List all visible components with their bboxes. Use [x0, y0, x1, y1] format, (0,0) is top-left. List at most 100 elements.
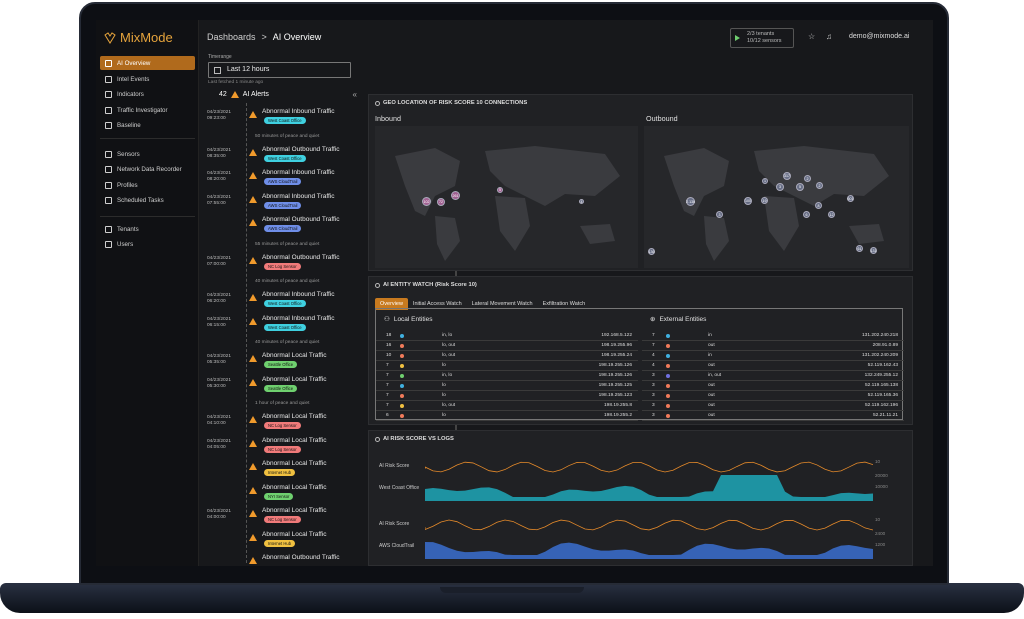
outbound-bubble[interactable]: 19	[761, 197, 768, 204]
outbound-bubble[interactable]: 2	[804, 175, 811, 182]
sidebar-item-indicators[interactable]: Indicators	[100, 87, 195, 101]
alert-item[interactable]: 04/23/2021 08:20:00 Abnormal Inbound Traff…	[199, 169, 357, 191]
risk-vs-logs-plot[interactable]	[425, 449, 873, 501]
inbound-bubble[interactable]: 5	[497, 187, 503, 193]
alert-item[interactable]: Abnormal Outbound Traffic	[199, 554, 357, 566]
user-email[interactable]: demo@mixmode.ai	[849, 33, 910, 40]
outbound-bubble[interactable]: 601	[847, 195, 854, 202]
outbound-bubble[interactable]: 131	[870, 247, 877, 254]
outbound-map[interactable]: 1 3 317 5 2 2 2.13k 601 136 61 131 100 19 3 6 8 12	[644, 126, 909, 268]
alert-item[interactable]: 04/23/2021 04:05:00 Abnormal Local Traffic…	[199, 437, 357, 459]
entity-row[interactable]: 7 in 131.202.240.218	[642, 331, 904, 341]
logo[interactable]: MixMode	[104, 30, 173, 45]
sidebar-item-ai-overview[interactable]: AI Overview	[100, 56, 195, 70]
outbound-bubble[interactable]: 100	[744, 197, 752, 205]
outbound-bubble[interactable]: 1	[762, 178, 768, 184]
alert-item[interactable]: 04/23/2021 05:30:00 Abnormal Local Traffic…	[199, 376, 357, 398]
entity-row[interactable]: 3 out 52.119.162.196	[642, 401, 904, 411]
entity-row[interactable]: 3 in, out 132.249.255.12	[642, 371, 904, 381]
outbound-bubble[interactable]: 6	[803, 211, 810, 218]
entity-row[interactable]: 4 in 131.202.240.209	[642, 351, 904, 361]
entity-row[interactable]: 7 lo 198.19.255.125	[376, 381, 638, 391]
tab-exfiltration-watch[interactable]: Exfiltration Watch	[542, 301, 586, 307]
sensor-tag[interactable]: West Coast Office	[264, 154, 306, 162]
entity-row[interactable]: 7 lo, out 198.19.255.8	[376, 401, 638, 411]
outbound-bubble[interactable]: 2.13k	[686, 197, 695, 206]
bell-icon[interactable]: ♫	[826, 32, 832, 41]
alert-item[interactable]: 04/23/2021 04:10:00 Abnormal Local Traffic…	[199, 413, 357, 435]
alert-item[interactable]: 04/23/2021 05:35:00 Abnormal Local Traffic…	[199, 352, 357, 374]
tab-initial-access-watch[interactable]: Initial Access Watch	[412, 301, 462, 307]
alert-item[interactable]: 04/23/2021 07:55:00 Abnormal Inbound Traff…	[199, 193, 357, 215]
sidebar-item-users[interactable]: Users	[100, 237, 195, 251]
entity-row[interactable]: 3 out 52.119.165.138	[642, 381, 904, 391]
alert-item[interactable]: 04/23/2021 04:00:00 Abnormal Local Traffic…	[199, 507, 357, 529]
sensor-tag[interactable]: NYI Sensor	[264, 492, 294, 500]
entity-row[interactable]: 4 out 52.119.162.43	[642, 361, 904, 371]
tenant-selector[interactable]: 2/3 tenants 10/12 sensors	[730, 28, 794, 48]
alert-item[interactable]: Abnormal Local Traffic NYI Sensor	[199, 484, 357, 506]
sensor-tag[interactable]: Internet Hub	[264, 469, 296, 476]
sensor-tag[interactable]: NC Log Sensor	[264, 422, 301, 429]
entity-row[interactable]: 7 out 208.91.0.89	[642, 341, 904, 351]
sidebar-item-scheduled-tasks[interactable]: Scheduled Tasks	[100, 193, 195, 207]
sensor-tag[interactable]: AWS CloudTrail	[264, 178, 302, 185]
alert-item[interactable]: 04/23/2021 08:35:00 Abnormal Outbound Traf…	[199, 146, 357, 168]
sensor-tag[interactable]: West Coast Office	[264, 300, 306, 307]
tab-overview[interactable]: Overview	[375, 298, 408, 310]
inbound-bubble[interactable]: 261	[451, 191, 460, 200]
sidebar-item-tenants[interactable]: Tenants	[100, 222, 195, 236]
alert-item[interactable]: Abnormal Outbound Traffic AWS CloudTrail	[199, 216, 357, 238]
outbound-bubble[interactable]: 5	[796, 183, 804, 191]
entity-row[interactable]: 7 lo 198.19.255.123	[376, 391, 638, 401]
outbound-bubble[interactable]: 8	[815, 202, 822, 209]
sensor-tag[interactable]: West Coast Office	[264, 117, 306, 124]
sensor-tag[interactable]: NC Log Sensor	[264, 516, 301, 523]
tab-lateral-movement-watch[interactable]: Lateral Movement Watch	[471, 301, 533, 307]
sensor-tag[interactable]: Seattle Office	[264, 361, 298, 368]
outbound-bubble[interactable]: 317	[783, 172, 791, 180]
entity-row[interactable]: 18 in, lo 192.168.5.122	[376, 331, 638, 341]
entity-row[interactable]: 16 lo, out 198.19.255.96	[376, 341, 638, 351]
star-icon[interactable]: ☆	[808, 32, 816, 41]
outbound-bubble[interactable]: 12	[828, 211, 835, 218]
sensor-tag[interactable]: AWS CloudTrail	[264, 225, 302, 232]
outbound-bubble[interactable]: 3	[776, 183, 784, 191]
inbound-bubble[interactable]: 4	[579, 199, 584, 204]
sensor-tag[interactable]: Seattle Office	[264, 384, 298, 392]
collapse-icon[interactable]: «	[352, 90, 357, 99]
alert-item[interactable]: Abnormal Local Traffic Internet Hub	[199, 531, 357, 553]
timerange-select[interactable]: Last 12 hours	[208, 62, 351, 78]
outbound-bubble[interactable]: 3	[716, 211, 723, 218]
alert-item[interactable]: 04/23/2021 06:15:00 Abnormal Inbound Traff…	[199, 315, 357, 337]
sensor-tag[interactable]: West Coast Office	[264, 323, 306, 331]
inbound-map[interactable]: 102 72 261 5 4	[375, 126, 638, 268]
sidebar-item-profiles[interactable]: Profiles	[100, 178, 195, 192]
sidebar-item-intel-events[interactable]: Intel Events	[100, 72, 195, 86]
outbound-bubble[interactable]: 2	[816, 182, 823, 189]
entity-row[interactable]: 6 lo 198.19.255.2	[376, 411, 638, 421]
sidebar-item-sensors[interactable]: Sensors	[100, 147, 195, 161]
sensor-tag[interactable]: AWS CloudTrail	[264, 201, 302, 209]
outbound-bubble[interactable]: 136	[648, 248, 655, 255]
entity-row[interactable]: 7 in, lo 198.19.255.126	[376, 371, 638, 381]
sidebar-item-network-data-recorder[interactable]: Network Data Recorder	[100, 162, 195, 176]
inbound-bubble[interactable]: 72	[437, 198, 445, 206]
alert-item[interactable]: Abnormal Local Traffic Internet Hub	[199, 460, 357, 482]
entity-row[interactable]: 3 out 52.119.165.36	[642, 391, 904, 401]
sensor-tag[interactable]: NC Log Sensor	[264, 262, 301, 270]
alert-item[interactable]: 04/23/2021 06:20:00 Abnormal Inbound Traff…	[199, 291, 357, 313]
sensor-tag[interactable]: Internet Hub	[264, 539, 296, 547]
sidebar-item-traffic-investigator[interactable]: Traffic Investigator	[100, 103, 195, 117]
sidebar-item-baseline[interactable]: Baseline	[100, 118, 195, 132]
entity-row[interactable]: 7 lo 198.19.255.126	[376, 361, 638, 371]
outbound-bubble[interactable]: 61	[856, 245, 863, 252]
breadcrumb-root[interactable]: Dashboards	[207, 32, 256, 42]
entity-row[interactable]: 10 lo, out 198.19.255.24	[376, 351, 638, 361]
inbound-bubble[interactable]: 102	[422, 197, 431, 206]
entity-row[interactable]: 3 out 52.21.11.21	[642, 411, 904, 421]
alert-item[interactable]: 04/23/2021 09:23:00 Abnormal Inbound Traff…	[199, 108, 357, 130]
sensor-tag[interactable]: NC Log Sensor	[264, 445, 301, 453]
alert-item[interactable]: 04/23/2021 07:00:00 Abnormal Outbound Traf…	[199, 254, 357, 276]
risk-vs-logs-plot[interactable]	[425, 507, 873, 559]
